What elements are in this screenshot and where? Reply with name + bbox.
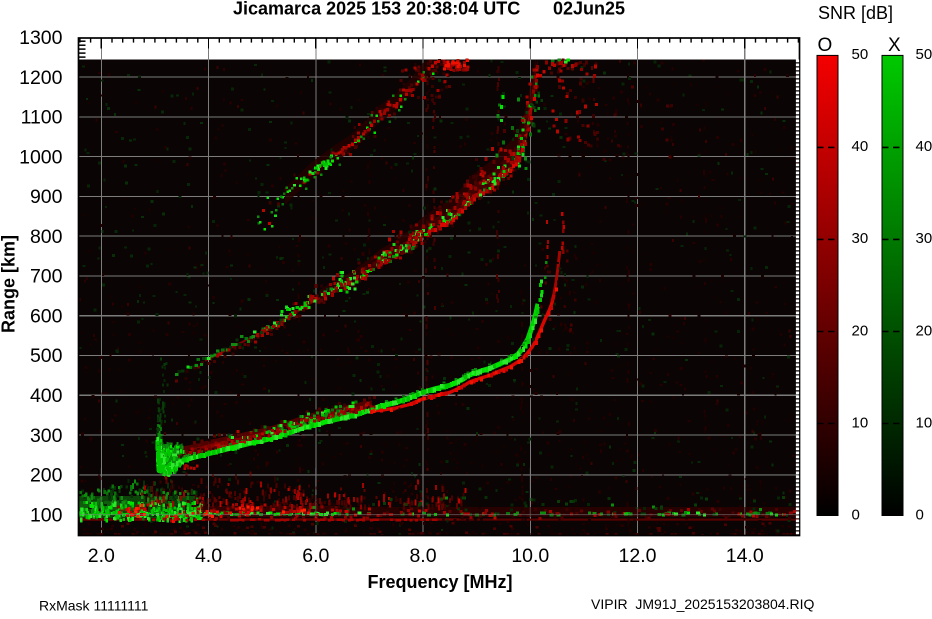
svg-text:600: 600	[30, 306, 63, 328]
svg-text:50: 50	[916, 46, 932, 63]
svg-text:800: 800	[30, 226, 63, 248]
svg-text:O: O	[818, 35, 833, 56]
svg-text:VIPIR JM91J_2025153203804.RIQ: VIPIR JM91J_2025153203804.RIQ	[591, 596, 814, 612]
svg-text:12.0: 12.0	[619, 545, 657, 567]
svg-text:900: 900	[30, 186, 63, 208]
svg-text:700: 700	[30, 266, 63, 288]
svg-text:40: 40	[852, 138, 869, 155]
svg-text:X: X	[888, 35, 901, 56]
svg-text:14.0: 14.0	[726, 545, 764, 567]
svg-text:6.0: 6.0	[302, 545, 329, 567]
svg-text:20: 20	[916, 322, 932, 339]
svg-text:30: 30	[852, 230, 869, 247]
svg-text:Jicamarca 2025 153 20:38:04 UT: Jicamarca 2025 153 20:38:04 UTC	[233, 0, 520, 19]
svg-text:Frequency [MHz]: Frequency [MHz]	[367, 572, 512, 592]
svg-text:50: 50	[852, 46, 869, 63]
svg-text:1300: 1300	[19, 27, 63, 49]
svg-text:02Jun25: 02Jun25	[553, 0, 625, 19]
svg-text:SNR [dB]: SNR [dB]	[818, 3, 893, 23]
svg-text:10: 10	[852, 414, 869, 431]
svg-text:100: 100	[30, 504, 63, 526]
svg-text:1200: 1200	[19, 67, 63, 89]
svg-text:2.0: 2.0	[88, 545, 115, 567]
svg-text:1000: 1000	[19, 146, 63, 168]
svg-text:4.0: 4.0	[195, 545, 222, 567]
svg-text:200: 200	[30, 465, 63, 487]
svg-text:RxMask 11111111: RxMask 11111111	[39, 598, 149, 614]
svg-text:10: 10	[916, 414, 932, 431]
svg-text:20: 20	[852, 322, 869, 339]
svg-text:0: 0	[916, 506, 924, 523]
svg-text:500: 500	[30, 345, 63, 367]
svg-text:40: 40	[916, 138, 932, 155]
svg-text:1100: 1100	[21, 107, 63, 129]
svg-text:0: 0	[852, 506, 860, 523]
svg-text:300: 300	[30, 425, 63, 447]
svg-text:Range [km]: Range [km]	[0, 235, 19, 333]
svg-text:400: 400	[30, 385, 63, 407]
svg-text:8.0: 8.0	[409, 545, 436, 567]
svg-text:30: 30	[916, 230, 932, 247]
svg-text:10.0: 10.0	[511, 545, 549, 567]
